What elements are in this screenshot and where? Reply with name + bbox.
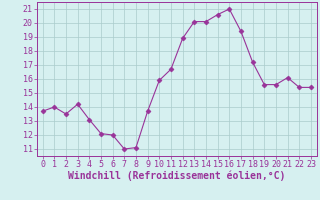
X-axis label: Windchill (Refroidissement éolien,°C): Windchill (Refroidissement éolien,°C)	[68, 171, 285, 181]
